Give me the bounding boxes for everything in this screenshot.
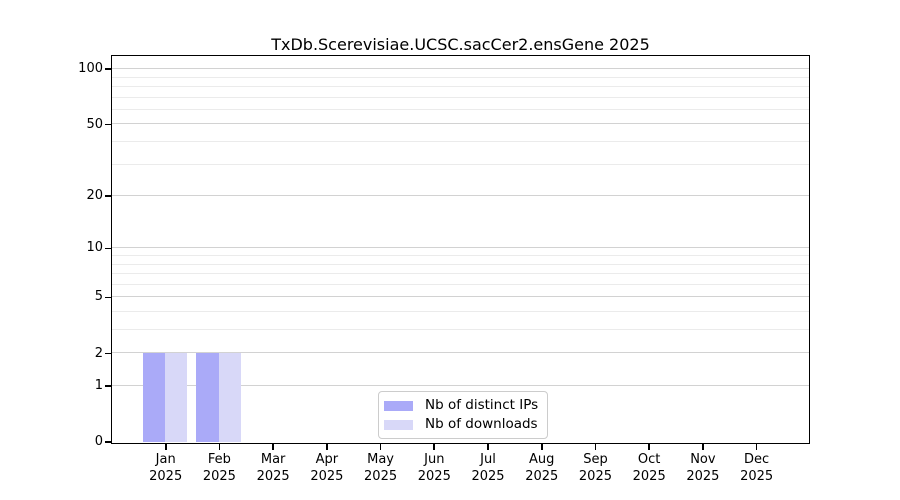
y-axis-tick [104, 247, 112, 250]
y-tick-label: 0 [94, 434, 103, 450]
gridline-major [112, 296, 809, 298]
x-axis-tick [164, 444, 167, 450]
gridline-minor [112, 311, 809, 312]
y-tick-label: 1 [94, 378, 103, 394]
gridline-minor [112, 283, 809, 285]
y-tick-label: 5 [94, 289, 103, 305]
bar-downloads [165, 352, 188, 442]
legend-swatch-downloads-icon [384, 419, 413, 430]
y-axis-tick [104, 385, 112, 388]
x-axis-tick [648, 444, 651, 450]
y-axis-tick [104, 123, 112, 126]
gridline-minor [112, 263, 809, 265]
x-tick-label: Aug 2025 [525, 452, 559, 484]
bar-distinct-ips [196, 352, 219, 442]
x-axis-tick [594, 444, 597, 450]
legend-entry-downloads: Nb of downloads [384, 415, 538, 434]
x-axis-tick [540, 444, 543, 450]
y-tick-label: 10 [86, 240, 103, 256]
legend-swatch-distinct-ips-icon [384, 400, 413, 411]
gridline-minor [112, 140, 809, 142]
gridline-minor [112, 329, 809, 331]
x-tick-label: Dec 2025 [740, 452, 774, 484]
bar-downloads [218, 352, 242, 442]
y-tick-label: 20 [86, 188, 103, 204]
gridline-minor [112, 108, 809, 110]
legend-label-distinct-ips: Nb of distinct IPs [425, 397, 539, 413]
x-axis-tick [379, 444, 382, 450]
x-axis-tick [702, 444, 704, 450]
y-tick-label: 100 [78, 61, 103, 77]
x-axis-tick [272, 444, 274, 450]
x-tick-label: Jan 2025 [149, 452, 183, 484]
gridline-major [112, 247, 809, 249]
x-tick-label: Feb 2025 [202, 452, 236, 484]
gridline-major [112, 385, 809, 387]
x-tick-label: Apr 2025 [310, 452, 344, 484]
gridline-minor [112, 273, 809, 275]
gridline-major [112, 123, 809, 125]
x-tick-label: Mar 2025 [256, 452, 290, 484]
x-axis-tick [433, 444, 436, 450]
x-tick-label: Jun 2025 [417, 452, 451, 484]
x-tick-label: May 2025 [364, 452, 398, 484]
gridline-minor [112, 85, 809, 87]
x-tick-label: Sep 2025 [578, 452, 612, 484]
bar-distinct-ips [142, 352, 165, 442]
y-axis-tick [104, 441, 112, 444]
gridline-major [112, 68, 809, 70]
x-tick-label: Nov 2025 [686, 452, 720, 484]
legend: Nb of distinct IPs Nb of downloads [378, 391, 549, 439]
y-tick-label: 50 [86, 116, 103, 132]
gridline-major [112, 352, 809, 354]
legend-entry-distinct-ips: Nb of distinct IPs [384, 396, 538, 415]
x-tick-label: Jul 2025 [471, 452, 505, 484]
chart-title: TxDb.Scerevisiae.UCSC.sacCer2.ensGene 20… [271, 35, 650, 54]
gridline-minor [112, 254, 809, 256]
gridline-major [112, 195, 809, 197]
gridline-minor [112, 76, 809, 78]
x-tick-label: Oct 2025 [632, 452, 666, 484]
y-axis-tick [104, 296, 112, 299]
y-axis-tick [104, 68, 112, 71]
x-axis-tick [755, 444, 758, 450]
y-tick-label: 2 [94, 345, 103, 361]
x-axis-tick [487, 444, 489, 450]
legend-label-downloads: Nb of downloads [425, 416, 538, 432]
gridline-minor [112, 163, 809, 165]
x-axis-tick [218, 444, 221, 450]
x-axis-tick [326, 444, 328, 450]
gridline-minor [112, 96, 809, 98]
y-axis-tick [104, 195, 112, 198]
y-axis-tick [104, 352, 112, 355]
plot-area [111, 55, 810, 444]
